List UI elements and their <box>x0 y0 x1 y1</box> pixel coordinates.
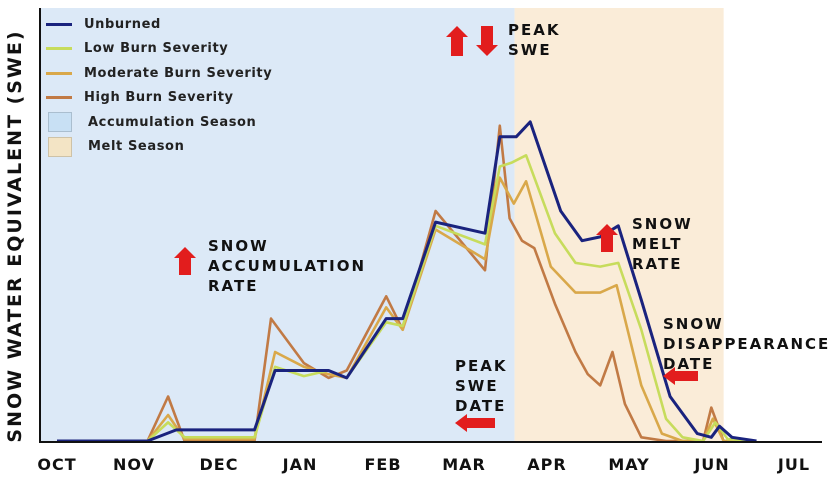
annotation-peak-swe-line-1: PEAK <box>508 21 561 39</box>
x-tick-feb: FEB <box>364 455 402 474</box>
x-tick-dec: DEC <box>199 455 239 474</box>
legend-swatch-unburned <box>46 22 72 26</box>
y-axis-label: SNOW WATER EQUIVALENT (SWE) <box>0 0 30 479</box>
annotation-snow-disappearance-date: SNOW DISAPPEARANCE DATE <box>663 314 829 374</box>
legend-swatch-low-burn <box>46 47 72 51</box>
peak-swe-up-arrow-icon <box>446 26 468 56</box>
annotation-melt-line-2: MELT <box>632 235 683 253</box>
annotation-peak-swe-date: PEAK SWE DATE <box>455 356 507 416</box>
axes-layer <box>39 8 822 443</box>
legend-item-low-burn: Low Burn Severity <box>46 37 272 62</box>
legend-label-moderate-burn: Moderate Burn Severity <box>84 65 273 81</box>
x-tick-jun: JUN <box>694 455 730 474</box>
x-tick-jan: JAN <box>282 455 318 474</box>
legend-swatch-melt-season <box>48 136 72 157</box>
x-tick-apr: APR <box>527 455 567 474</box>
x-tick-mar: MAR <box>442 455 486 474</box>
annotation-snow-melt-rate: SNOW MELT RATE <box>632 214 693 274</box>
x-tick-jul: JUL <box>777 455 811 474</box>
annotation-peak-swe-line-2: SWE <box>508 41 552 59</box>
legend-item-accumulation-season: Accumulation Season <box>46 110 272 135</box>
legend-item-unburned: Unburned <box>46 12 272 37</box>
x-tick-may: MAY <box>608 455 650 474</box>
annotation-melt-line-3: RATE <box>632 255 683 273</box>
legend-swatch-high-burn <box>46 96 72 100</box>
disappearance-date-left-arrow-icon <box>663 367 698 385</box>
annotation-peak-swe-date-line-2: SWE <box>455 377 499 395</box>
melt-rate-up-arrow-icon <box>596 224 618 252</box>
series-high-burn-severity <box>57 124 757 443</box>
legend-swatch-accumulation-season <box>48 112 72 133</box>
accumulation-rate-up-arrow-icon <box>174 247 196 275</box>
annotation-accumulation-line-2: ACCUMULATION <box>208 257 367 275</box>
legend-label-accumulation-season: Accumulation Season <box>88 114 257 130</box>
peak-swe-date-left-arrow-icon <box>455 414 495 432</box>
legend-item-high-burn: High Burn Severity <box>46 86 272 111</box>
annotation-disappearance-line-2: DISAPPEARANCE <box>663 335 829 353</box>
legend-label-unburned: Unburned <box>84 16 161 32</box>
legend-label-melt-season: Melt Season <box>88 139 185 155</box>
series-unburned <box>57 120 757 443</box>
arrows-layer <box>174 26 698 432</box>
legend-item-moderate-burn: Moderate Burn Severity <box>46 61 272 86</box>
legend-swatch-moderate-burn <box>46 71 72 75</box>
y-axis-label-text: SNOW WATER EQUIVALENT (SWE) <box>4 29 26 443</box>
annotation-disappearance-line-3: DATE <box>663 355 715 373</box>
annotation-peak-swe-date-line-1: PEAK <box>455 357 508 375</box>
annotation-peak-swe-date-line-3: DATE <box>455 397 507 415</box>
annotation-peak-swe: PEAK SWE <box>508 20 560 60</box>
annotation-snow-accumulation-rate: SNOW ACCUMULATION RATE <box>208 236 366 296</box>
legend-label-low-burn: Low Burn Severity <box>84 41 229 57</box>
annotation-disappearance-line-1: SNOW <box>663 315 724 333</box>
x-tick-nov: NOV <box>113 455 155 474</box>
annotation-accumulation-line-1: SNOW <box>208 237 269 255</box>
x-tick-oct: OCT <box>37 455 77 474</box>
peak-swe-down-arrow-icon <box>476 26 498 56</box>
legend: Unburned Low Burn Severity Moderate Burn… <box>46 12 272 159</box>
series-layer <box>57 120 757 443</box>
annotation-melt-line-1: SNOW <box>632 215 693 233</box>
legend-label-high-burn: High Burn Severity <box>84 90 234 106</box>
annotation-accumulation-line-3: RATE <box>208 277 259 295</box>
legend-item-melt-season: Melt Season <box>46 135 272 160</box>
